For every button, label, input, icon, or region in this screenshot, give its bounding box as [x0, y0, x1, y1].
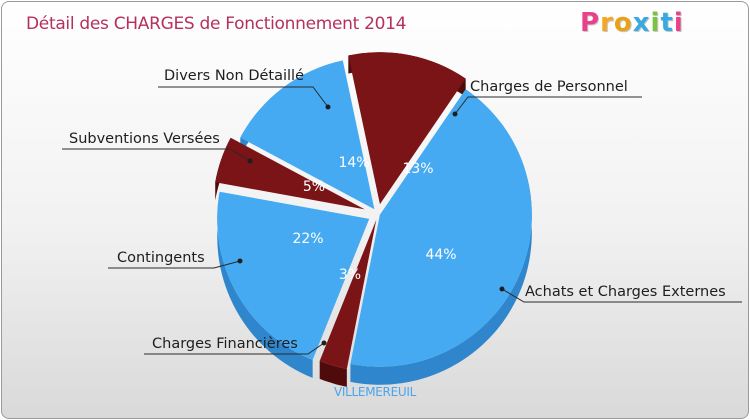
leader-line	[108, 260, 241, 269]
pie-slice-subventions-vers-es[interactable]	[215, 137, 365, 210]
slice-percent-label: 5%	[303, 179, 325, 195]
pie-slice-side	[319, 360, 347, 387]
leader-arrow	[237, 258, 243, 264]
leader-line	[454, 96, 642, 115]
pie-slice-charges-de-personnel[interactable]	[348, 52, 466, 205]
leader-line	[62, 148, 251, 162]
chart-title: Détail des CHARGES de Fonctionnement 201…	[26, 14, 407, 34]
slice-percent-label: 13%	[402, 161, 433, 177]
slice-percent-label: 44%	[425, 247, 456, 263]
slice-percent-label: 14%	[338, 155, 369, 171]
category-label: Contingents	[117, 250, 205, 266]
category-label: Divers Non Détaillé	[164, 68, 304, 84]
logo-letter: r	[600, 8, 614, 38]
slice-percent-label: 3%	[339, 267, 361, 283]
leader-arrow	[325, 104, 331, 110]
leader-line	[144, 342, 325, 355]
pie-slice-contingents[interactable]	[217, 191, 370, 360]
commune-name[interactable]: VILLEMEREUIL	[334, 385, 416, 399]
category-label: Achats et Charges Externes	[525, 284, 726, 300]
pie-slice-divers-non-d-taill-[interactable]	[240, 60, 375, 210]
leader-arrow	[247, 158, 253, 164]
pie-slice-achats-et-charges-externes[interactable]	[350, 89, 532, 367]
logo-letter: x	[632, 8, 651, 38]
pie-slice-charges-financi-res[interactable]	[319, 219, 377, 369]
slice-percent-label: 22%	[292, 231, 323, 247]
logo-letter: i	[673, 8, 684, 38]
leader-arrow	[452, 111, 458, 117]
leader-line	[501, 288, 742, 303]
category-label: Subventions Versées	[69, 131, 220, 147]
logo-letter: t	[660, 8, 674, 38]
leader-line	[158, 86, 329, 108]
logo-letter: i	[650, 8, 661, 38]
logo-letter: o	[613, 8, 633, 38]
proxiti-logo[interactable]: Proxiti	[580, 8, 684, 38]
pie-slice-side	[217, 191, 313, 378]
leader-arrow	[499, 286, 505, 292]
leader-arrow	[321, 340, 327, 346]
logo-letter: P	[580, 8, 601, 38]
category-label: Charges Financières	[152, 336, 298, 352]
category-label: Charges de Personnel	[470, 79, 628, 95]
